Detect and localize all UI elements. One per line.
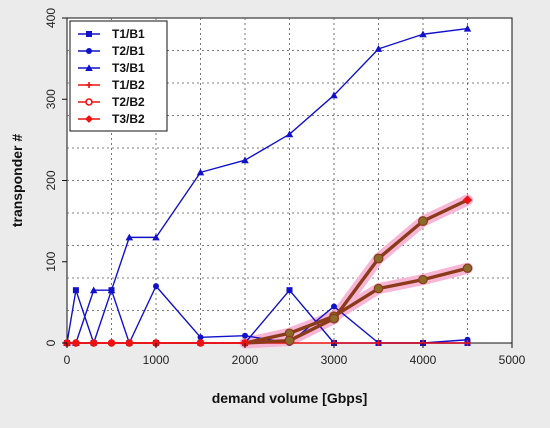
marker-diamond <box>196 339 205 347</box>
legend-entry: T1/B1 <box>78 27 145 41</box>
legend-entry: T3/B2 <box>78 112 145 126</box>
legend-entry: T3/B1 <box>78 61 145 75</box>
marker-circle <box>464 336 471 343</box>
legend-entry: T2/B1 <box>78 44 145 58</box>
x-tick-label: 1000 <box>143 353 170 367</box>
marker-diamond <box>125 339 134 347</box>
y-tick-label: 400 <box>44 8 58 28</box>
marker-diamond <box>89 339 98 347</box>
marker-triangle <box>330 91 338 99</box>
series-overlay-line <box>244 266 468 345</box>
x-tick-label: 4000 <box>410 353 437 367</box>
marker-triangle <box>285 130 294 138</box>
marker-triangle <box>152 233 160 241</box>
marker-cross <box>375 340 382 346</box>
marker-diamond <box>85 115 93 123</box>
marker-triangle <box>374 45 383 52</box>
legend: T1/B1 T2/B1 T3/B1 T1/B2 T2/B2 T3/B2 <box>69 20 168 132</box>
marker-circle <box>197 334 204 341</box>
marker-diamond <box>107 339 116 347</box>
x-axis-ticks: 0 1000 2000 3000 4000 5000 <box>64 343 526 367</box>
legend-label: T2/B1 <box>112 44 145 58</box>
marker-open-circle <box>418 216 429 227</box>
marker-square <box>86 31 92 37</box>
marker-triangle <box>241 156 249 164</box>
marker-cross <box>464 340 471 346</box>
marker-triangle <box>107 286 116 294</box>
marker-square <box>72 287 79 294</box>
marker-circle <box>331 303 337 310</box>
marker-open-circle <box>462 263 473 274</box>
x-axis-label: demand volume [Gbps] <box>212 390 368 406</box>
x-tick-label: 0 <box>64 353 71 367</box>
y-tick-label: 100 <box>44 251 58 271</box>
marker-open-circle <box>418 274 428 285</box>
marker-circle <box>242 332 248 339</box>
marker-triangle <box>196 168 205 176</box>
legend-label: T1/B2 <box>112 78 145 92</box>
marker-diamond <box>462 195 473 205</box>
marker-triangle <box>419 30 427 38</box>
marker-triangle <box>85 64 93 71</box>
x-tick-label: 5000 <box>499 353 526 367</box>
legend-label: T2/B2 <box>112 95 145 109</box>
marker-triangle <box>463 24 472 32</box>
y-tick-label: 200 <box>44 170 58 190</box>
marker-diamond <box>72 339 80 347</box>
marker-open-circle <box>373 253 384 264</box>
legend-label: T1/B1 <box>112 27 145 41</box>
marker-cross <box>86 82 92 88</box>
legend-label: T3/B1 <box>112 61 145 75</box>
x-tick-label: 3000 <box>321 353 348 367</box>
marker-circle <box>86 48 92 54</box>
x-tick-label: 2000 <box>232 353 259 367</box>
marker-open-circle <box>329 313 340 324</box>
series-overlay-line <box>244 198 469 345</box>
marker-circle <box>153 283 159 290</box>
marker-triangle <box>125 233 134 241</box>
y-tick-label: 300 <box>44 89 58 109</box>
y-axis-ticks: 0 100 200 300 400 <box>44 8 67 346</box>
legend-box <box>69 20 168 132</box>
marker-open-circle <box>85 98 93 106</box>
legend-label: T3/B2 <box>112 112 145 126</box>
marker-square <box>286 287 293 294</box>
legend-entry: T1/B2 <box>78 78 145 92</box>
y-axis-label: transponder # <box>9 134 25 228</box>
marker-open-circle <box>284 335 295 346</box>
legend-entry: T2/B2 <box>78 95 145 109</box>
marker-triangle <box>89 286 98 294</box>
marker-open-circle <box>373 283 384 294</box>
y-tick-label: 0 <box>44 339 58 346</box>
